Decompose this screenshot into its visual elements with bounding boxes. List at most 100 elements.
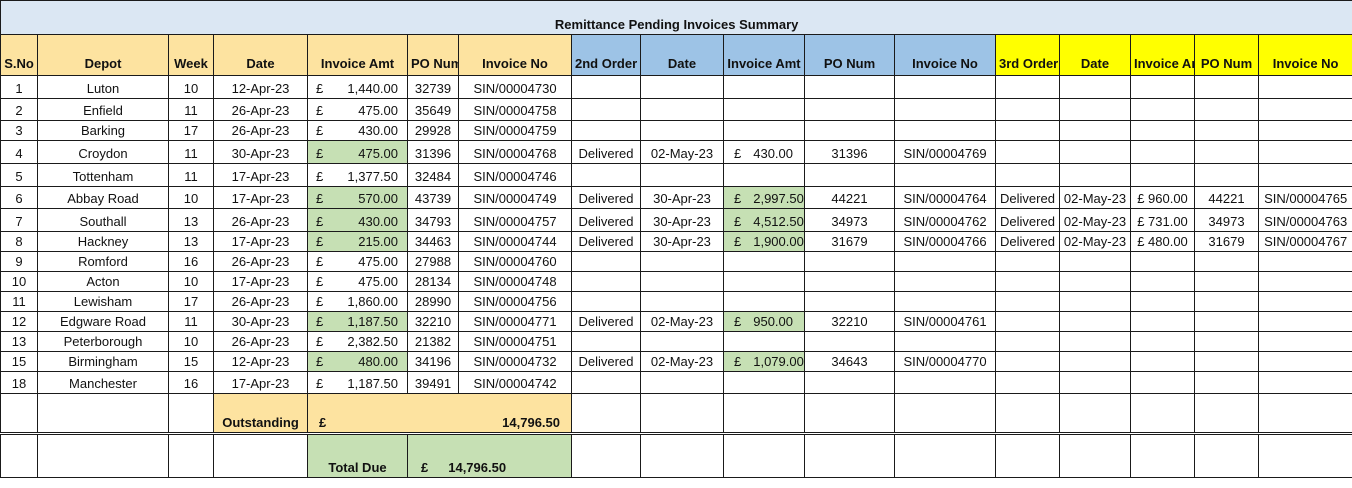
header-2nd-invoice-amt: Invoice Amt	[723, 34, 805, 76]
invoice-amt-cell: £1,860.00	[307, 291, 408, 312]
empty-cell	[640, 251, 724, 272]
empty-cell	[168, 432, 214, 478]
invoice-amt-cell: £2,382.50	[307, 331, 408, 352]
currency-symbol: £	[734, 191, 742, 206]
empty-cell	[1194, 163, 1259, 187]
empty-cell	[1257, 163, 1352, 187]
order3-po-cell: 31679	[1194, 231, 1259, 252]
empty-cell	[1194, 432, 1259, 478]
invoice-amt-cell: £1,187.50	[307, 311, 408, 332]
week-cell: 10	[168, 75, 214, 99]
empty-cell	[1059, 393, 1131, 434]
empty-cell	[640, 331, 724, 352]
order3-po-cell: 34973	[1194, 208, 1259, 232]
empty-cell	[723, 98, 805, 121]
empty-cell	[1130, 393, 1195, 434]
empty-cell	[1194, 98, 1259, 121]
table-row: 8 Hackney 13 17-Apr-23 £215.00 34463 SIN/00004…	[0, 231, 1352, 252]
po-num-cell: 35649	[407, 98, 459, 121]
empty-cell	[1059, 291, 1131, 312]
empty-cell	[1194, 393, 1259, 434]
empty-cell	[723, 371, 805, 394]
sno-cell: 4	[0, 140, 38, 164]
empty-cell	[37, 393, 169, 434]
po-num-cell: 34196	[407, 351, 459, 372]
date-cell: 12-Apr-23	[213, 75, 308, 99]
currency-symbol: £	[316, 334, 324, 349]
empty-cell	[1059, 120, 1131, 141]
sno-cell: 12	[0, 311, 38, 332]
empty-cell	[1059, 271, 1131, 292]
empty-cell	[723, 163, 805, 187]
empty-cell	[640, 120, 724, 141]
empty-cell	[1130, 291, 1195, 312]
currency-symbol: £	[316, 354, 324, 369]
table-row: 18 Manchester 16 17-Apr-23 £1,187.50 39491 SIN…	[0, 371, 1352, 394]
po-num-cell: 21382	[407, 331, 459, 352]
empty-cell	[1059, 351, 1131, 372]
po-num-cell: 31396	[407, 140, 459, 164]
depot-cell: Abbay Road	[37, 186, 169, 209]
header-2nd-date: Date	[640, 34, 724, 76]
depot-cell: Manchester	[37, 371, 169, 394]
empty-cell	[894, 393, 996, 434]
table-row: 7 Southall 13 26-Apr-23 £430.00 34793 SIN/0000…	[0, 208, 1352, 232]
amount-value: 1,900.00	[753, 234, 804, 249]
order3-amt-cell: £ 480.00	[1130, 231, 1195, 252]
empty-cell	[1194, 140, 1259, 164]
empty-cell	[804, 271, 895, 292]
header-invoice-no: Invoice No	[458, 34, 572, 76]
order3-invoice-cell: SIN/00004767	[1257, 231, 1352, 252]
amount-value: 1,187.50	[347, 376, 398, 391]
empty-cell	[1257, 393, 1352, 434]
empty-cell	[1194, 371, 1259, 394]
table-row: 1 Luton 10 12-Apr-23 £1,440.00 32739 SIN/00004…	[0, 75, 1352, 99]
empty-cell	[1194, 351, 1259, 372]
invoice-summary-table: Remittance Pending Invoices Summary S.No…	[0, 0, 1352, 478]
date-cell: 26-Apr-23	[213, 98, 308, 121]
order2-status-cell: Delivered	[571, 351, 641, 372]
invoice-no-cell: SIN/00004749	[458, 186, 572, 209]
empty-cell	[571, 271, 641, 292]
empty-cell	[1257, 120, 1352, 141]
empty-cell	[1059, 311, 1131, 332]
invoice-no-cell: SIN/00004742	[458, 371, 572, 394]
table-row: 2 Enfield 11 26-Apr-23 £475.00 35649 SIN/00004…	[0, 98, 1352, 121]
empty-cell	[995, 98, 1060, 121]
depot-cell: Acton	[37, 271, 169, 292]
header-date: Date	[213, 34, 308, 76]
empty-cell	[1059, 75, 1131, 99]
depot-cell: Birmingham	[37, 351, 169, 372]
order2-date-cell: 30-Apr-23	[640, 231, 724, 252]
order2-date-cell: 02-May-23	[640, 140, 724, 164]
empty-cell	[1059, 331, 1131, 352]
sno-cell: 11	[0, 291, 38, 312]
po-num-cell: 32739	[407, 75, 459, 99]
header-3rd-order: 3rd Order	[995, 34, 1060, 76]
amount-value: 2,997.50	[753, 191, 804, 206]
table-row: 3 Barking 17 26-Apr-23 £430.00 29928 SIN/00004…	[0, 120, 1352, 141]
empty-cell	[995, 140, 1060, 164]
currency-symbol: £	[316, 274, 324, 289]
table-row: 10 Acton 10 17-Apr-23 £475.00 28134 SIN/000047…	[0, 271, 1352, 292]
header-po-num: PO Num	[407, 34, 459, 76]
sno-cell: 8	[0, 231, 38, 252]
po-num-cell: 32210	[407, 311, 459, 332]
week-cell: 16	[168, 251, 214, 272]
order2-invoice-cell: SIN/00004761	[894, 311, 996, 332]
table-row: 12 Edgware Road 11 30-Apr-23 £1,187.50 32210 S…	[0, 311, 1352, 332]
empty-cell	[1130, 120, 1195, 141]
order2-status-cell: Delivered	[571, 231, 641, 252]
po-num-cell: 43739	[407, 186, 459, 209]
order2-po-cell: 32210	[804, 311, 895, 332]
order3-invoice-cell: SIN/00004763	[1257, 208, 1352, 232]
order2-amt-cell: £1,900.00	[723, 231, 805, 252]
week-cell: 11	[168, 98, 214, 121]
empty-cell	[723, 393, 805, 434]
empty-cell	[1130, 432, 1195, 478]
empty-cell	[995, 351, 1060, 372]
header-sno: S.No	[0, 34, 38, 76]
currency-symbol: £	[734, 234, 742, 249]
outstanding-row: Outstanding £14,796.50	[0, 393, 1352, 434]
empty-cell	[723, 291, 805, 312]
